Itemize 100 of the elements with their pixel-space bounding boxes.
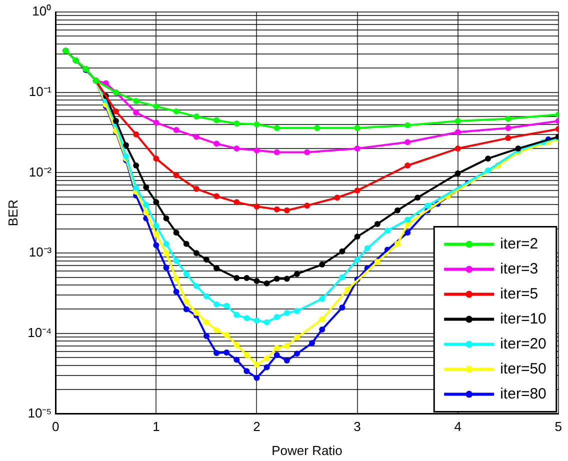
point <box>193 250 200 256</box>
point <box>304 202 310 209</box>
point <box>505 125 512 132</box>
point <box>264 355 270 362</box>
point <box>284 358 290 364</box>
point <box>153 232 160 238</box>
point <box>133 131 140 138</box>
point <box>354 188 360 194</box>
point <box>314 125 320 132</box>
point <box>414 194 421 201</box>
point <box>319 296 326 302</box>
point <box>203 293 210 300</box>
point <box>234 146 240 152</box>
point <box>454 170 461 176</box>
point <box>354 234 360 240</box>
point <box>234 312 240 318</box>
point <box>404 122 411 128</box>
legend-label: iter=2 <box>500 235 538 252</box>
point <box>454 146 461 152</box>
point <box>173 127 180 134</box>
point <box>214 193 220 200</box>
point <box>234 342 240 348</box>
point <box>224 302 230 309</box>
point <box>384 228 390 234</box>
point <box>203 319 210 326</box>
point <box>203 332 210 339</box>
point <box>319 326 326 332</box>
point <box>163 250 170 256</box>
x-tick-label: 0 <box>52 419 60 434</box>
point <box>133 184 140 191</box>
point <box>193 310 200 316</box>
point <box>294 270 300 277</box>
point <box>123 153 130 160</box>
point <box>319 262 326 268</box>
point <box>173 288 180 295</box>
point <box>344 286 350 293</box>
x-tick-label: 2 <box>253 419 260 434</box>
point <box>234 274 240 281</box>
point <box>254 203 260 210</box>
point <box>224 332 230 338</box>
x-tick-label: 4 <box>454 419 462 434</box>
point <box>133 162 140 168</box>
point <box>193 114 200 120</box>
legend-label: iter=20 <box>500 335 546 352</box>
y-axis-title: BER <box>5 200 20 226</box>
point <box>173 230 180 236</box>
point <box>274 125 280 132</box>
point <box>274 149 280 156</box>
point <box>183 240 190 247</box>
point <box>254 362 260 368</box>
point <box>339 274 346 280</box>
point <box>143 184 150 190</box>
point <box>284 342 290 349</box>
point <box>404 139 411 146</box>
x-tick-label: 1 <box>152 419 160 434</box>
point <box>304 149 310 156</box>
point <box>112 108 119 114</box>
point <box>244 315 250 322</box>
point <box>505 116 512 122</box>
point <box>193 134 200 140</box>
point <box>183 270 190 277</box>
point <box>264 280 270 286</box>
point <box>214 265 220 272</box>
point <box>214 327 220 334</box>
point <box>364 245 370 252</box>
point <box>153 120 160 126</box>
point <box>284 310 290 316</box>
point <box>374 258 380 265</box>
point <box>254 147 260 154</box>
x-tick-label: 3 <box>354 419 361 434</box>
point <box>254 317 260 324</box>
point <box>214 117 220 124</box>
point <box>123 142 130 148</box>
point <box>294 334 300 341</box>
y-tick-label: 10⁻⁴ <box>28 325 52 340</box>
point <box>264 319 270 326</box>
point <box>173 172 180 178</box>
point <box>234 199 240 206</box>
point <box>424 202 431 209</box>
point <box>214 350 220 356</box>
point <box>485 156 491 162</box>
point <box>354 125 360 132</box>
legend-label: iter=5 <box>500 285 538 302</box>
y-tick-label: 10⁻² <box>28 164 52 180</box>
point <box>294 350 300 357</box>
point <box>404 162 411 168</box>
point <box>112 118 119 124</box>
point <box>244 274 250 281</box>
point <box>339 304 346 311</box>
point <box>274 276 280 282</box>
point <box>354 146 360 152</box>
point <box>163 215 170 222</box>
point <box>454 129 461 136</box>
point <box>454 118 461 124</box>
legend-label: iter=3 <box>500 260 538 278</box>
point <box>153 156 160 162</box>
point <box>153 222 160 229</box>
point <box>294 308 300 314</box>
point <box>234 120 240 126</box>
point <box>193 282 200 289</box>
